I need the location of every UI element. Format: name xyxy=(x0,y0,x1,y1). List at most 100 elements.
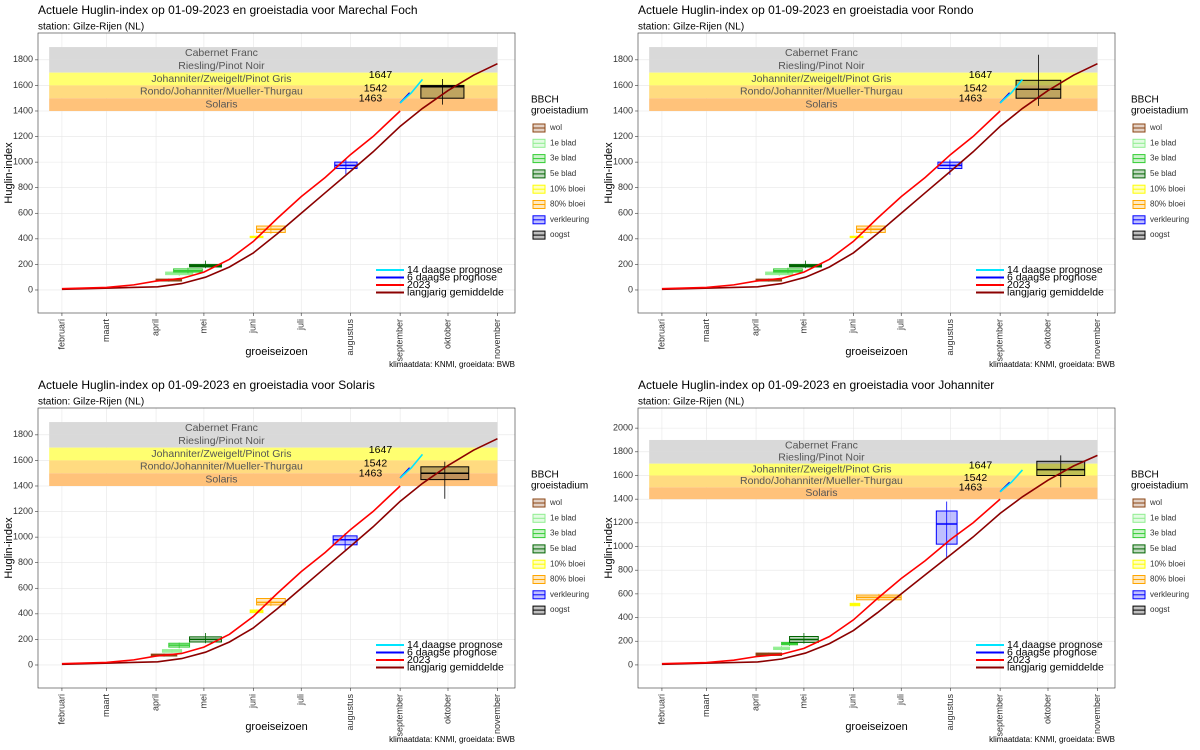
legend-label: oogst xyxy=(1150,230,1170,239)
value-label: 1647 xyxy=(969,460,993,472)
chart-panel: Actuele Huglin-index op 01-09-2023 en gr… xyxy=(603,378,1189,744)
y-tick-label: 1400 xyxy=(13,480,33,490)
band xyxy=(649,487,1098,500)
legend-title: BBCH xyxy=(531,95,559,106)
line xyxy=(61,437,498,666)
band xyxy=(49,473,498,486)
legend-label: langjarig gemiddelde xyxy=(1007,286,1104,298)
legend-label: 80% bloei xyxy=(550,200,585,209)
band xyxy=(49,447,498,461)
x-tick-label: september xyxy=(395,319,405,362)
legend-label: wol xyxy=(549,123,562,132)
legend-label: 3e blad xyxy=(550,529,576,538)
band xyxy=(49,422,498,435)
legend-label: verkleuring xyxy=(1150,590,1189,599)
x-tick-label: maart xyxy=(101,319,111,343)
legend-label: 80% bloei xyxy=(1150,200,1185,209)
y-tick-label: 1800 xyxy=(613,446,633,456)
x-tick-label: augustus xyxy=(345,694,355,731)
y-tick-label: 1600 xyxy=(13,455,33,465)
x-tick-label: oktober xyxy=(1042,319,1052,349)
chart-panel: Actuele Huglin-index op 01-09-2023 en gr… xyxy=(603,3,1189,369)
line xyxy=(399,453,424,479)
chart-title: Actuele Huglin-index op 01-09-2023 en gr… xyxy=(638,378,994,392)
legend-title: BBCH xyxy=(1131,470,1159,481)
band xyxy=(49,98,498,111)
band xyxy=(649,72,1098,86)
x-axis-title: groeiseizoen xyxy=(245,721,307,733)
x-tick-label: juni xyxy=(248,694,258,709)
value-label: 1542 xyxy=(364,83,388,95)
legend-label: 6 daagse prognose xyxy=(407,271,497,283)
band xyxy=(49,47,498,60)
x-tick-label: juli xyxy=(896,319,906,331)
x-tick-label: april xyxy=(150,319,160,336)
line xyxy=(661,110,1001,290)
y-tick-label: 1800 xyxy=(613,54,633,64)
legend-title: groeistadium xyxy=(1131,106,1188,117)
band-label: Solaris xyxy=(805,487,837,499)
plot-border xyxy=(37,407,516,689)
legend-label: wol xyxy=(1149,498,1162,507)
line xyxy=(61,485,401,665)
legend-label: wol xyxy=(1149,123,1162,132)
y-tick-label: 1000 xyxy=(613,541,633,551)
legend-label: 3e blad xyxy=(550,154,576,163)
legend-label: 14 daagse prognose xyxy=(407,639,503,651)
chart-subtitle: station: Gilze-Rijen (NL) xyxy=(38,22,144,33)
x-tick-label: februari xyxy=(656,319,666,350)
y-axis-title: Huglin-index xyxy=(603,517,615,579)
legend-label: langjarig gemiddelde xyxy=(1007,661,1104,673)
x-tick-label: februari xyxy=(56,319,66,350)
value-label: 1542 xyxy=(964,83,988,95)
legend-label: 5e blad xyxy=(550,544,576,553)
line xyxy=(999,78,1024,104)
legend-label: 3e blad xyxy=(1150,529,1176,538)
x-tick-label: oktober xyxy=(1042,694,1052,724)
band xyxy=(49,85,498,99)
band-label: Riesling/Pinot Noir xyxy=(178,60,265,72)
value-label: 1647 xyxy=(369,69,393,81)
legend-label: langjarig gemiddelde xyxy=(407,661,504,673)
caption: klimaatdata: KNMI, groeidata: BWB xyxy=(389,360,515,369)
line xyxy=(661,62,1098,291)
legend-label: 1e blad xyxy=(1150,513,1176,522)
value-label: 1647 xyxy=(969,69,993,81)
plot-border xyxy=(37,32,516,314)
x-axis-title: groeiseizoen xyxy=(845,721,907,733)
y-tick-label: 1200 xyxy=(13,506,33,516)
y-tick-label: 1000 xyxy=(613,157,633,167)
line xyxy=(661,498,1001,665)
legend-label: wol xyxy=(549,498,562,507)
line xyxy=(61,62,498,291)
plot-border xyxy=(637,32,1116,314)
value-label: 1647 xyxy=(369,444,393,456)
chart-subtitle: station: Gilze-Rijen (NL) xyxy=(38,397,144,408)
legend-label: 1e blad xyxy=(1150,138,1176,147)
legend-label: 6 daagse prognose xyxy=(1007,646,1097,658)
legend-label: 2023 xyxy=(407,654,431,666)
x-tick-label: november xyxy=(492,694,502,734)
y-tick-label: 800 xyxy=(18,182,33,192)
y-tick-label: 800 xyxy=(618,182,633,192)
band xyxy=(49,434,498,448)
band xyxy=(649,47,1098,60)
x-tick-label: augustus xyxy=(345,319,355,356)
y-tick-label: 1200 xyxy=(613,517,633,527)
chart-subtitle: station: Gilze-Rijen (NL) xyxy=(638,22,744,33)
band xyxy=(649,451,1098,464)
legend-label: 1e blad xyxy=(550,513,576,522)
value-label: 1463 xyxy=(359,93,383,105)
x-tick-label: november xyxy=(1092,319,1102,359)
y-tick-label: 1200 xyxy=(613,131,633,141)
plot-border xyxy=(637,407,1116,689)
x-tick-label: oktober xyxy=(442,694,452,724)
legend-label: 2023 xyxy=(407,279,431,291)
caption: klimaatdata: KNMI, groeidata: BWB xyxy=(989,360,1115,369)
chart-title: Actuele Huglin-index op 01-09-2023 en gr… xyxy=(38,3,418,17)
band-label: Cabernet Franc xyxy=(785,440,858,452)
band xyxy=(649,98,1098,111)
x-tick-label: mei xyxy=(198,694,208,709)
y-tick-label: 0 xyxy=(28,659,33,669)
legend-label: 14 daagse prognose xyxy=(1007,264,1103,276)
